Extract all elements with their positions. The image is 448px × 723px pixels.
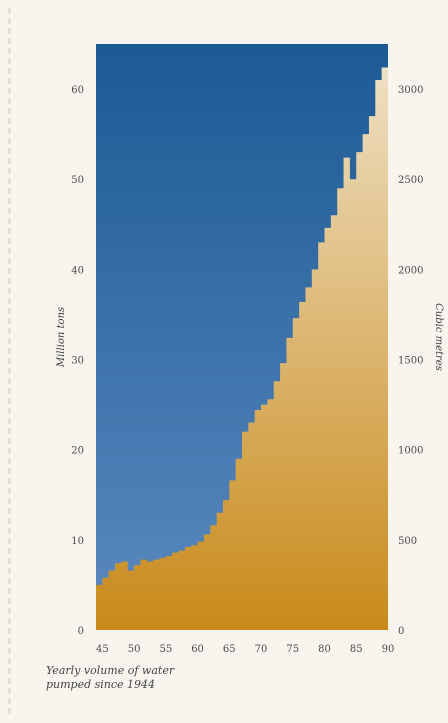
series-area [96, 56, 388, 631]
left-tick-label: 50 [71, 175, 84, 186]
left-axis-title: Million tons [56, 307, 67, 368]
left-tick-label: 40 [71, 265, 84, 276]
x-tick-label: 45 [96, 644, 109, 655]
x-tick-label: 65 [223, 644, 236, 655]
x-axis-ticks: 45 50 55 60 65 70 75 80 85 90 [96, 644, 394, 655]
caption-line-2: pumped since 1944 [46, 678, 156, 691]
x-tick-label: 60 [191, 644, 204, 655]
x-tick-label: 50 [128, 644, 141, 655]
right-axis-ticks: 0 500 1000 1500 2000 2500 3000 [398, 85, 423, 637]
right-tick-label: 500 [398, 536, 417, 547]
right-tick-label: 3000 [398, 85, 423, 96]
left-tick-label: 60 [71, 85, 84, 96]
right-axis-title: Cubic metres [433, 303, 444, 371]
x-tick-label: 80 [318, 644, 331, 655]
right-tick-label: 2500 [398, 175, 423, 186]
left-tick-label: 30 [71, 356, 84, 367]
left-tick-label: 10 [71, 536, 84, 547]
left-axis-ticks: 0 10 20 30 40 50 60 [71, 85, 84, 637]
right-tick-label: 2000 [398, 265, 423, 276]
x-tick-label: 70 [255, 644, 268, 655]
right-tick-label: 1000 [398, 446, 423, 457]
left-tick-label: 0 [78, 626, 84, 637]
left-tick-label: 20 [71, 446, 84, 457]
caption-line-1: Yearly volume of water [46, 664, 175, 677]
x-tick-label: 75 [286, 644, 299, 655]
chart-caption: Yearly volume of water pumped since 1944 [46, 664, 246, 692]
right-tick-label: 0 [398, 626, 404, 637]
x-tick-label: 55 [159, 644, 172, 655]
x-tick-label: 90 [382, 644, 395, 655]
right-tick-label: 1500 [398, 356, 423, 367]
page-edge-decoration [8, 8, 11, 715]
x-tick-label: 85 [350, 644, 363, 655]
